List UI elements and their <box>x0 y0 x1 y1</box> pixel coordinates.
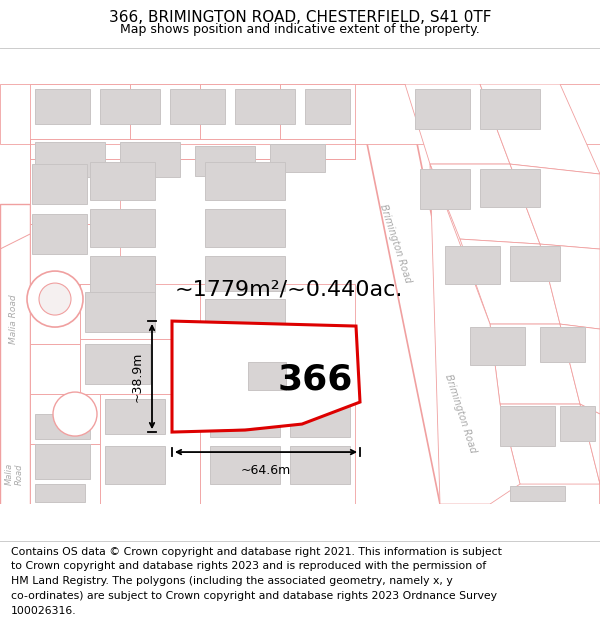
Text: 366: 366 <box>277 362 353 396</box>
Polygon shape <box>235 89 295 124</box>
Polygon shape <box>30 159 120 224</box>
Polygon shape <box>205 256 285 291</box>
Text: 100026316.: 100026316. <box>11 606 76 616</box>
Polygon shape <box>120 142 180 177</box>
Polygon shape <box>445 246 500 284</box>
Polygon shape <box>32 164 87 204</box>
Polygon shape <box>305 89 350 124</box>
Text: Malia
Road: Malia Road <box>4 463 24 485</box>
Polygon shape <box>270 144 325 172</box>
Polygon shape <box>80 284 200 339</box>
Polygon shape <box>560 406 595 441</box>
Polygon shape <box>200 284 355 339</box>
Polygon shape <box>130 84 200 139</box>
Polygon shape <box>290 399 350 437</box>
Polygon shape <box>510 164 600 249</box>
Polygon shape <box>510 486 565 501</box>
Polygon shape <box>500 406 555 446</box>
Polygon shape <box>280 84 355 139</box>
Polygon shape <box>35 89 90 124</box>
Polygon shape <box>200 84 280 139</box>
Polygon shape <box>172 321 360 432</box>
Polygon shape <box>100 394 200 504</box>
Polygon shape <box>290 446 350 484</box>
Polygon shape <box>210 446 280 484</box>
Polygon shape <box>35 444 90 479</box>
Polygon shape <box>30 84 130 139</box>
Polygon shape <box>200 394 355 504</box>
Polygon shape <box>170 89 225 124</box>
Polygon shape <box>420 169 470 209</box>
Polygon shape <box>100 89 160 124</box>
Polygon shape <box>80 339 200 394</box>
Polygon shape <box>30 344 80 394</box>
Text: Map shows position and indicative extent of the property.: Map shows position and indicative extent… <box>120 22 480 36</box>
Polygon shape <box>248 362 286 390</box>
Polygon shape <box>0 84 600 144</box>
Circle shape <box>39 283 71 315</box>
Text: co-ordinates) are subject to Crown copyright and database rights 2023 Ordnance S: co-ordinates) are subject to Crown copyr… <box>11 591 497 601</box>
Polygon shape <box>90 209 155 247</box>
Polygon shape <box>195 146 255 176</box>
Polygon shape <box>210 399 280 437</box>
Text: 366, BRIMINGTON ROAD, CHESTERFIELD, S41 0TF: 366, BRIMINGTON ROAD, CHESTERFIELD, S41 … <box>109 11 491 26</box>
Polygon shape <box>510 246 560 281</box>
Polygon shape <box>30 444 100 504</box>
Polygon shape <box>0 204 30 554</box>
Circle shape <box>27 271 83 327</box>
Polygon shape <box>35 142 105 177</box>
Polygon shape <box>480 89 540 129</box>
Polygon shape <box>90 162 155 200</box>
Polygon shape <box>500 404 600 484</box>
Polygon shape <box>405 84 510 164</box>
Text: ~64.6m: ~64.6m <box>241 464 291 477</box>
Text: Brimington Road: Brimington Road <box>443 373 478 455</box>
Text: Malia Road: Malia Road <box>10 294 19 344</box>
Polygon shape <box>90 256 155 294</box>
Polygon shape <box>205 162 285 200</box>
Polygon shape <box>200 339 355 394</box>
Text: Contains OS data © Crown copyright and database right 2021. This information is : Contains OS data © Crown copyright and d… <box>11 546 502 556</box>
Polygon shape <box>205 299 285 331</box>
Polygon shape <box>85 344 150 384</box>
Circle shape <box>53 392 97 436</box>
Polygon shape <box>560 324 600 414</box>
Polygon shape <box>415 89 470 129</box>
Polygon shape <box>540 327 585 362</box>
Polygon shape <box>32 214 87 254</box>
Polygon shape <box>580 404 600 504</box>
Polygon shape <box>30 284 80 344</box>
Polygon shape <box>460 239 560 324</box>
Polygon shape <box>105 399 165 434</box>
Polygon shape <box>540 244 600 329</box>
Polygon shape <box>85 292 155 332</box>
Polygon shape <box>205 209 285 247</box>
Text: Brimington Road: Brimington Road <box>377 203 412 285</box>
Polygon shape <box>470 327 525 365</box>
Polygon shape <box>430 164 540 244</box>
Polygon shape <box>480 84 600 174</box>
Polygon shape <box>30 224 120 284</box>
Polygon shape <box>480 169 540 207</box>
Polygon shape <box>30 394 100 444</box>
Polygon shape <box>105 446 165 484</box>
Text: HM Land Registry. The polygons (including the associated geometry, namely x, y: HM Land Registry. The polygons (includin… <box>11 576 452 586</box>
Polygon shape <box>35 414 90 439</box>
Polygon shape <box>35 484 85 502</box>
Polygon shape <box>355 84 490 504</box>
Polygon shape <box>490 324 580 404</box>
Text: ~1779m²/~0.440ac.: ~1779m²/~0.440ac. <box>175 279 403 299</box>
Text: to Crown copyright and database rights 2023 and is reproduced with the permissio: to Crown copyright and database rights 2… <box>11 561 486 571</box>
Text: ~38.9m: ~38.9m <box>131 351 144 402</box>
Polygon shape <box>430 164 520 504</box>
